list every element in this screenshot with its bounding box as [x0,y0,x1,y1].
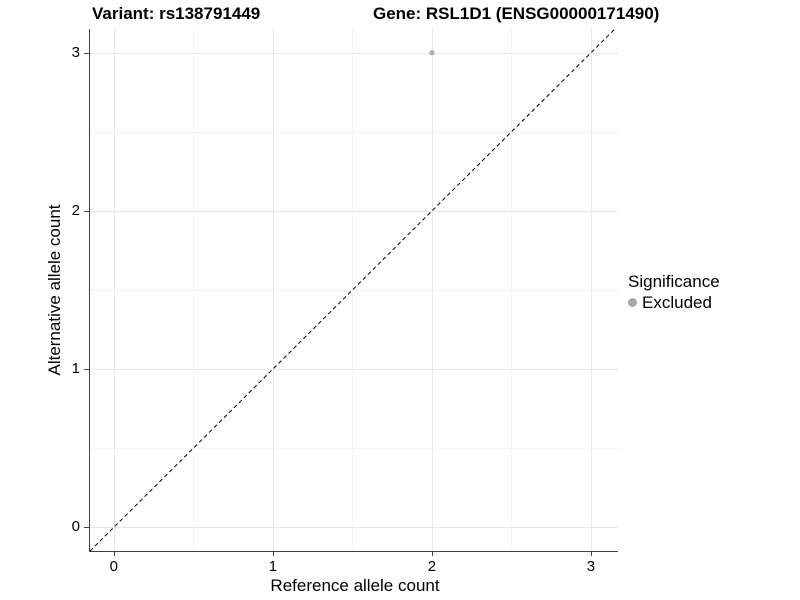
gridline-y-minor [90,131,618,133]
legend-entry: Excluded [628,293,720,312]
x-axis-title: Reference allele count [270,576,440,595]
plot-title-gene: Gene: RSL1D1 (ENSG00000171490) [373,4,660,23]
identity-line [89,28,616,552]
y-tick-label: 2 [71,201,80,219]
legend-title: Significance [628,272,720,291]
y-axis-tick [84,210,89,212]
gridline-x-major [272,29,274,551]
gridline-y-major [90,527,618,529]
data-point [429,50,435,56]
plot-svg [89,28,616,552]
y-axis-title: Alternative allele count [45,204,64,376]
gridline-y-major [90,210,618,212]
x-tick-label: 2 [427,558,437,575]
x-axis-tick [431,551,433,556]
legend-entry-label: Excluded [642,293,712,312]
y-tick-label: 3 [71,43,80,61]
x-axis-tick [590,551,592,556]
y-tick-label: 1 [71,360,80,378]
y-axis-tick [84,527,89,529]
x-axis-tick [272,551,274,556]
plot-title-variant: Variant: rs138791449 [92,4,261,23]
plot-panel: 0 1 2 3 0 1 2 3 [72,28,618,575]
y-axis-tick [84,369,89,371]
gridline-y-minor [90,448,618,450]
gridline-y-major [90,52,618,54]
gridline-y-major [90,369,618,371]
gridline-x-major [113,29,115,551]
x-tick-label: 1 [268,558,278,575]
gridline-x-major [431,29,433,551]
gridline-x-major [590,29,592,551]
y-axis-tick [84,52,89,54]
gridline-y-minor [90,290,618,291]
x-tick-label: 0 [109,558,119,575]
legend-point-icon [628,298,637,307]
y-tick-label: 0 [71,518,80,536]
legend: Significance Excluded [628,272,720,312]
x-tick-label: 3 [586,558,596,575]
x-axis-tick [113,551,115,556]
